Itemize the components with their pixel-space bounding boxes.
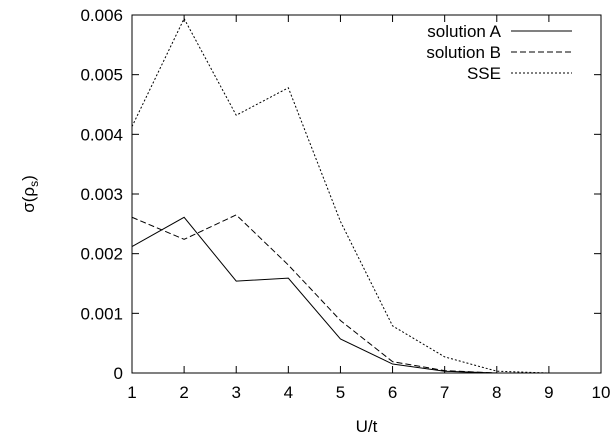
- series-line-2: [131, 214, 601, 374]
- legend-label: solution B: [426, 43, 501, 62]
- x-axis-title: U/t: [356, 417, 378, 436]
- x-tick-label: 5: [336, 383, 345, 402]
- x-tick-label: 3: [231, 383, 240, 402]
- x-tick-label: 7: [440, 383, 449, 402]
- y-tick-label: 0.002: [80, 245, 123, 264]
- x-tick-label: 10: [592, 383, 611, 402]
- y-axis: 0 0.001 0.002 0.003 0.004 0.005 0.006: [80, 6, 601, 383]
- y-tick-label: 0: [114, 364, 123, 383]
- y-axis-title-subscript: s: [27, 181, 41, 187]
- legend-label: solution A: [427, 22, 501, 41]
- x-tick-label: 1: [127, 383, 136, 402]
- series-line-3: [131, 17, 601, 374]
- y-tick-label: 0.001: [80, 304, 123, 323]
- legend-label: SSE: [467, 64, 501, 83]
- x-tick-label: 9: [544, 383, 553, 402]
- x-axis: 1 2 3 4 5 6 7 8 9 10: [127, 15, 610, 402]
- y-tick-label: 0.006: [80, 6, 123, 25]
- legend: solution A solution B SSE: [426, 22, 572, 83]
- x-tick-label: 4: [284, 383, 293, 402]
- plot-frame: [131, 14, 602, 374]
- x-tick-label: 8: [492, 383, 501, 402]
- x-tick-label: 6: [388, 383, 397, 402]
- y-axis-title: σ(ρs): [19, 175, 41, 213]
- y-axis-title-main: σ(ρ: [19, 187, 38, 213]
- series-line-1: [131, 216, 601, 374]
- y-tick-label: 0.003: [80, 185, 123, 204]
- y-tick-label: 0.004: [80, 125, 123, 144]
- series-layer: [131, 17, 601, 374]
- y-axis-title-close: ): [19, 175, 38, 181]
- y-tick-label: 0.005: [80, 66, 123, 85]
- x-tick-label: 2: [179, 383, 188, 402]
- plot-border: [131, 14, 602, 374]
